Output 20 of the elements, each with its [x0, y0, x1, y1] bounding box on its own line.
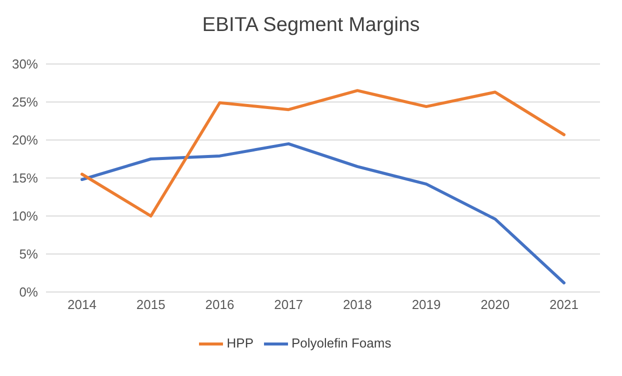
x-tick-label: 2020 [480, 297, 510, 312]
y-tick-label: 30% [12, 56, 38, 72]
x-tick-label: 2017 [274, 297, 304, 312]
x-tick-label: 2019 [412, 297, 441, 312]
y-tick-label: 15% [12, 170, 38, 186]
x-tick-label: 2014 [68, 297, 96, 312]
y-tick-label: 20% [12, 132, 38, 148]
legend-label: HPP [226, 335, 254, 350]
chart-title: EBITA Segment Margins [201, 14, 421, 37]
y-tick-label: 10% [12, 208, 38, 224]
y-tick-label: 0% [19, 284, 38, 300]
x-tick-label: 2021 [550, 297, 578, 312]
x-tick-label: 2016 [205, 297, 234, 312]
y-tick-label: 25% [12, 94, 38, 110]
x-tick-label: 2018 [342, 297, 372, 312]
legend-label: Polyolefin Foams [292, 335, 392, 350]
x-tick-label: 2015 [136, 297, 166, 312]
line-series [80, 89, 566, 218]
line-series [80, 142, 566, 284]
y-tick-label: 5% [19, 246, 38, 262]
